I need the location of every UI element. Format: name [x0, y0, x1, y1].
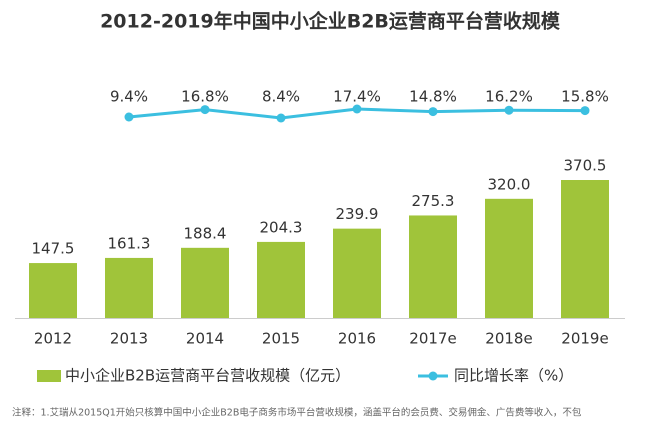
- bar-value-label: 275.3: [412, 192, 455, 210]
- bar-value-label: 239.9: [336, 205, 379, 223]
- bar-value-label: 161.3: [108, 234, 151, 252]
- x-tick-label: 2014: [186, 330, 224, 348]
- bar: [333, 228, 381, 318]
- growth-value-label: 16.2%: [485, 88, 533, 106]
- x-tick-label: 2019e: [561, 330, 608, 348]
- bar: [29, 263, 77, 318]
- bar-value-label: 204.3: [260, 218, 303, 236]
- bar-value-label: 188.4: [184, 224, 227, 242]
- growth-marker: [580, 106, 590, 116]
- growth-value-label: 14.8%: [409, 88, 457, 106]
- legend-label: 同比增长率（%）: [454, 367, 573, 385]
- growth-value-label: 15.8%: [561, 88, 609, 106]
- bar-value-label: 147.5: [32, 240, 75, 258]
- x-tick-label: 2015: [262, 330, 300, 348]
- x-tick-label: 2013: [110, 330, 148, 348]
- growth-value-label: 9.4%: [110, 88, 148, 106]
- growth-marker: [276, 113, 286, 123]
- bar-value-label: 370.5: [564, 157, 607, 175]
- x-tick-label: 2017e: [409, 330, 456, 348]
- growth-marker: [428, 107, 438, 117]
- bar: [181, 247, 229, 318]
- legend-swatch: [37, 370, 61, 382]
- growth-marker: [200, 105, 210, 115]
- x-tick-label: 2012: [34, 330, 72, 348]
- x-tick-label: 2016: [338, 330, 376, 348]
- growth-value-label: 8.4%: [262, 88, 300, 106]
- growth-marker: [124, 112, 134, 122]
- bar: [257, 241, 305, 318]
- growth-value-label: 16.8%: [181, 88, 229, 106]
- chart-title: 2012-2019年中国中小企业B2B运营商平台营收规模: [100, 10, 561, 33]
- growth-marker: [352, 104, 362, 114]
- bar-value-label: 320.0: [488, 175, 531, 193]
- bar: [409, 215, 457, 318]
- growth-value-label: 17.4%: [333, 88, 381, 106]
- x-tick-label: 2018e: [485, 330, 532, 348]
- legend-label: 中小企业B2B运营商平台营收规模（亿元）: [65, 367, 350, 385]
- growth-marker: [504, 105, 514, 115]
- bar: [561, 180, 609, 318]
- footnote: 注释：1.艾瑞从2015Q1开始只核算中国中小企业B2B电子商务市场平台营收规模…: [12, 407, 582, 419]
- legend-marker: [428, 371, 438, 381]
- bar: [485, 198, 533, 318]
- bar: [105, 257, 153, 318]
